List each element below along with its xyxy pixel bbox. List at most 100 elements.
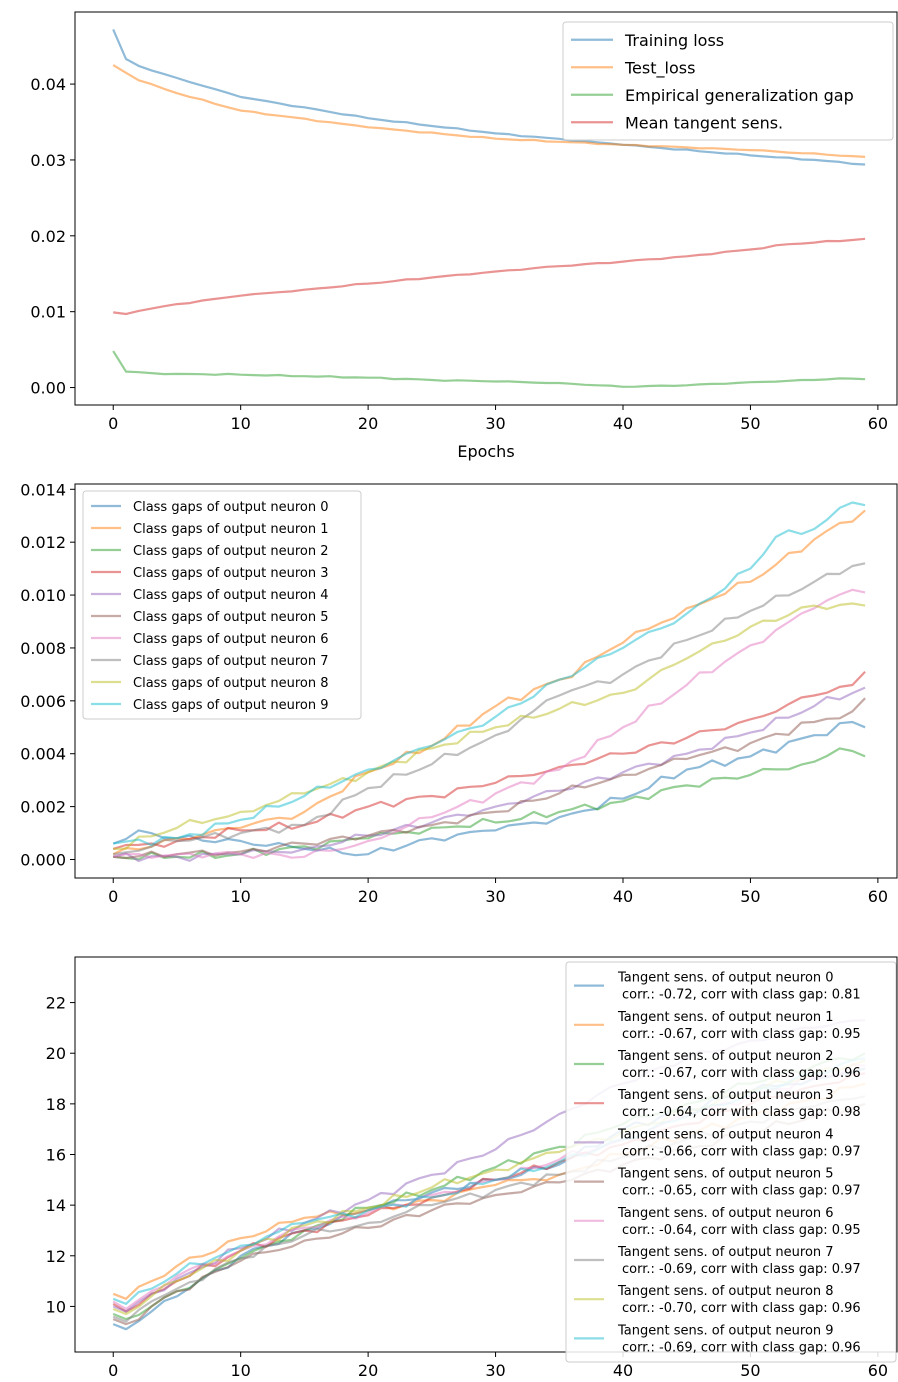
plot-area bbox=[112, 28, 866, 388]
plot-area bbox=[112, 501, 866, 863]
y-tick-label: 20 bbox=[46, 1044, 66, 1063]
legend-label-0: Tangent sens. of output neuron 0 bbox=[617, 971, 834, 986]
x-axis-label: Epochs bbox=[457, 442, 514, 461]
y-tick-label: 0.01 bbox=[30, 303, 66, 322]
y-tick-label: 0.002 bbox=[20, 798, 66, 817]
legend-label-6: Tangent sens. of output neuron 6 bbox=[617, 1206, 834, 1221]
series-line-7 bbox=[113, 562, 866, 856]
legend-label-3: Class gaps of output neuron 3 bbox=[133, 566, 329, 581]
series-line-0 bbox=[112, 28, 866, 166]
x-tick-label: 20 bbox=[358, 887, 378, 906]
x-tick-label: 10 bbox=[230, 887, 250, 906]
legend-label-0: Training loss bbox=[624, 31, 724, 50]
series-line-3 bbox=[112, 670, 866, 850]
y-tick-label: 10 bbox=[46, 1297, 66, 1316]
y-tick-label: 0.014 bbox=[20, 480, 66, 499]
y-tick-label: 0.008 bbox=[20, 639, 66, 658]
series-line-2 bbox=[113, 747, 866, 861]
series-line-3 bbox=[113, 237, 866, 316]
y-tick-label: 22 bbox=[46, 994, 66, 1013]
legend-note-8: corr.: -0.70, corr with class gap: 0.96 bbox=[622, 1301, 861, 1316]
legend-label-8: Class gaps of output neuron 8 bbox=[133, 676, 329, 691]
series-line-6 bbox=[112, 588, 866, 859]
x-tick-label: 20 bbox=[358, 414, 378, 433]
series-line-1 bbox=[112, 509, 866, 856]
legend-note-0: corr.: -0.72, corr with class gap: 0.81 bbox=[622, 988, 861, 1003]
legend-label-5: Tangent sens. of output neuron 5 bbox=[617, 1167, 834, 1182]
legend-note-4: corr.: -0.66, corr with class gap: 0.97 bbox=[622, 1144, 861, 1159]
legend-label-4: Class gaps of output neuron 4 bbox=[133, 588, 329, 603]
legend: Tangent sens. of output neuron 0 corr.: -… bbox=[565, 961, 897, 1363]
y-tick-label: 16 bbox=[46, 1146, 66, 1165]
legend-label-2: Empirical generalization gap bbox=[625, 86, 854, 105]
y-tick-label: 12 bbox=[46, 1247, 66, 1266]
legend-label-3: Tangent sens. of output neuron 3 bbox=[617, 1088, 834, 1103]
legend-label-0: Class gaps of output neuron 0 bbox=[133, 500, 329, 515]
legend-label-1: Class gaps of output neuron 1 bbox=[133, 522, 329, 537]
chart-panel-1: 0 10 20 30 40 50 60 0.000 0.002 0.004 0.006 0.008 0.… bbox=[20, 480, 898, 906]
legend-label-4: Tangent sens. of output neuron 4 bbox=[617, 1127, 834, 1142]
series-line-0 bbox=[112, 720, 866, 857]
legend-note-6: corr.: -0.64, corr with class gap: 0.95 bbox=[622, 1223, 861, 1238]
legend-box bbox=[82, 490, 362, 720]
x-tick-label: 60 bbox=[868, 887, 888, 906]
legend-label-7: Class gaps of output neuron 7 bbox=[133, 654, 329, 669]
x-tick-label: 0 bbox=[108, 414, 118, 433]
x-tick-label: 30 bbox=[485, 887, 505, 906]
y-tick-label: 18 bbox=[46, 1095, 66, 1114]
series-line-8 bbox=[113, 602, 866, 850]
y-tick-label: 0.00 bbox=[30, 379, 66, 398]
legend-label-7: Tangent sens. of output neuron 7 bbox=[617, 1245, 834, 1260]
legend-note-3: corr.: -0.64, corr with class gap: 0.98 bbox=[622, 1105, 861, 1120]
legend-box bbox=[562, 21, 894, 141]
legend-label-6: Class gaps of output neuron 6 bbox=[133, 632, 329, 647]
series-line-9 bbox=[113, 501, 866, 847]
x-tick-label: 0 bbox=[108, 887, 118, 906]
x-tick-label: 30 bbox=[485, 414, 505, 433]
legend-note-9: corr.: -0.69, corr with class gap: 0.96 bbox=[622, 1340, 861, 1355]
legend: Class gaps of output neuron 0 Class gaps … bbox=[82, 490, 362, 720]
legend-label-2: Tangent sens. of output neuron 2 bbox=[617, 1049, 834, 1064]
x-tick-label: 20 bbox=[358, 1361, 378, 1380]
y-tick-label: 0.006 bbox=[20, 692, 66, 711]
legend-note-7: corr.: -0.69, corr with class gap: 0.97 bbox=[622, 1262, 861, 1277]
x-tick-label: 40 bbox=[613, 887, 633, 906]
legend-label-9: Class gaps of output neuron 9 bbox=[133, 698, 329, 713]
legend-label-9: Tangent sens. of output neuron 9 bbox=[617, 1323, 834, 1338]
y-tick-label: 0.004 bbox=[20, 745, 66, 764]
legend-note-2: corr.: -0.67, corr with class gap: 0.96 bbox=[622, 1066, 861, 1081]
legend-note-1: corr.: -0.67, corr with class gap: 0.95 bbox=[622, 1027, 861, 1042]
x-tick-label: 50 bbox=[740, 887, 760, 906]
y-tick-label: 0.04 bbox=[30, 75, 66, 94]
series-line-2 bbox=[112, 350, 866, 388]
y-tick-label: 0.010 bbox=[20, 586, 66, 605]
x-tick-label: 60 bbox=[868, 414, 888, 433]
x-tick-label: 30 bbox=[485, 1361, 505, 1380]
legend-label-5: Class gaps of output neuron 5 bbox=[133, 610, 329, 625]
x-tick-label: 40 bbox=[613, 1361, 633, 1380]
x-tick-label: 10 bbox=[230, 414, 250, 433]
chart-panel-0: 0 10 20 30 40 50 60 0.00 0.01 0.02 0.03 0.04 Epochs T… bbox=[30, 11, 898, 461]
legend-box bbox=[565, 961, 897, 1363]
axes-frame bbox=[74, 11, 898, 406]
x-tick-label: 0 bbox=[108, 1361, 118, 1380]
x-tick-label: 50 bbox=[740, 414, 760, 433]
y-tick-label: 0.012 bbox=[20, 533, 66, 552]
legend: Training loss Test_loss Empirical generali… bbox=[562, 21, 894, 141]
legend-note-5: corr.: -0.65, corr with class gap: 0.97 bbox=[622, 1184, 861, 1199]
legend-label-8: Tangent sens. of output neuron 8 bbox=[617, 1284, 834, 1299]
y-tick-label: 14 bbox=[46, 1196, 66, 1215]
legend-label-2: Class gaps of output neuron 2 bbox=[133, 544, 329, 559]
legend-label-1: Tangent sens. of output neuron 1 bbox=[617, 1010, 834, 1025]
y-tick-label: 0.000 bbox=[20, 850, 66, 869]
x-tick-label: 60 bbox=[868, 1361, 888, 1380]
x-tick-label: 40 bbox=[613, 414, 633, 433]
x-tick-label: 50 bbox=[740, 1361, 760, 1380]
legend-label-1: Test_loss bbox=[624, 58, 695, 78]
axes-frame bbox=[74, 483, 898, 879]
x-tick-label: 10 bbox=[230, 1361, 250, 1380]
chart-panel-2: 0 10 20 30 40 50 60 10 12 14 16 18 20 22 Tangent sens.… bbox=[46, 956, 898, 1380]
series-line-1 bbox=[112, 64, 866, 158]
series-line-5 bbox=[113, 697, 866, 860]
